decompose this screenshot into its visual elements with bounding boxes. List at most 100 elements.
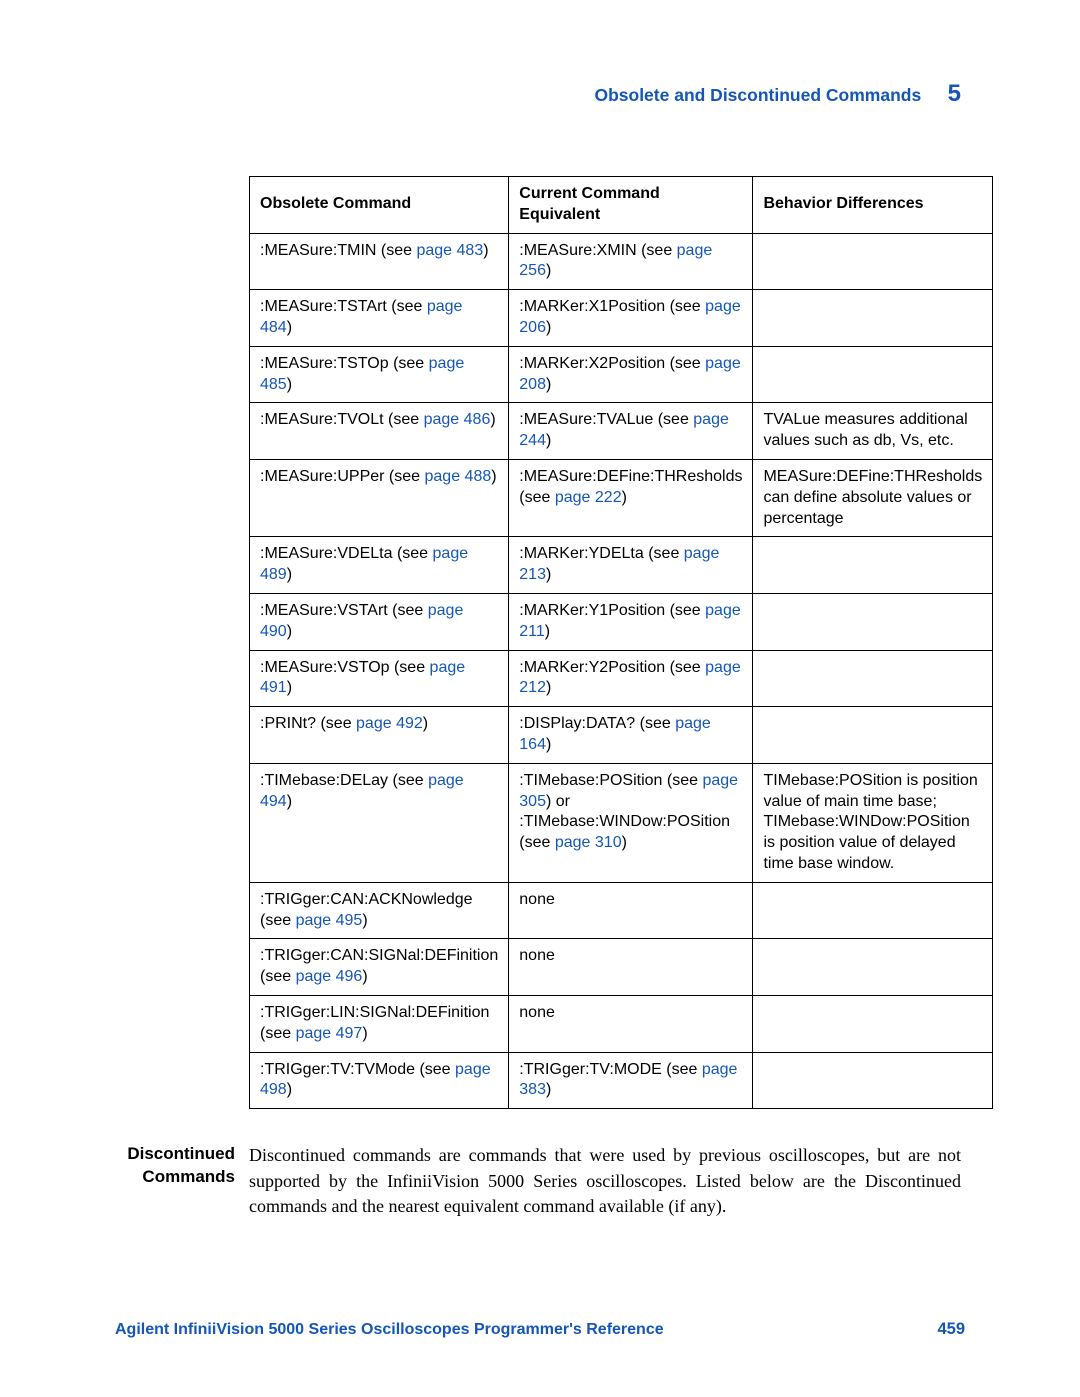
header-title: Obsolete and Discontinued Commands [594, 85, 921, 105]
page-link[interactable]: page 222 [555, 489, 622, 506]
table-row: :TRIGger:CAN:SIGNal:DEFinition (see page… [250, 939, 993, 996]
cell-text: ) [622, 489, 627, 506]
cell-text: ) [546, 566, 551, 583]
cell-text: ) [483, 242, 488, 259]
current-cell: :MEASure:DEFine:THResholds (see page 222… [509, 459, 753, 536]
current-cell: none [509, 939, 753, 996]
cell-text: :DISPlay:DATA? (see [519, 715, 675, 732]
cell-text: :TIMebase:POSition (see [519, 772, 702, 789]
obsolete-cell: :MEASure:VSTOp (see page 491) [250, 650, 509, 707]
table-row: :MEASure:VDELta (see page 489):MARKer:YD… [250, 537, 993, 594]
footer-title: Agilent InfiniiVision 5000 Series Oscill… [115, 1321, 664, 1339]
cell-text: :MEASure:VSTOp (see [260, 659, 430, 676]
cell-text: none [519, 947, 555, 964]
table-row: :MEASure:TSTArt (see page 484):MARKer:X1… [250, 290, 993, 347]
behavior-cell [753, 290, 993, 347]
behavior-cell [753, 593, 993, 650]
behavior-cell [753, 537, 993, 594]
current-cell: :MEASure:XMIN (see page 256) [509, 233, 753, 290]
cell-text: :MARKer:Y1Position (see [519, 602, 705, 619]
page-header: Obsolete and Discontinued Commands 5 [115, 80, 965, 108]
behavior-cell [753, 882, 993, 939]
cell-text: :MARKer:Y2Position (see [519, 659, 705, 676]
cell-text: ) [490, 411, 495, 428]
cell-text: none [519, 1004, 555, 1021]
behavior-cell [753, 707, 993, 764]
current-cell: none [509, 995, 753, 1052]
cell-text: ) [287, 566, 292, 583]
behavior-cell [753, 233, 993, 290]
current-cell: :MARKer:Y2Position (see page 212) [509, 650, 753, 707]
table-row: :MEASure:TVOLt (see page 486):MEASure:TV… [250, 403, 993, 460]
cell-text: ) [546, 679, 551, 696]
cell-text: :MEASure:TSTArt (see [260, 298, 427, 315]
page-link[interactable]: page 488 [425, 468, 492, 485]
obsolete-cell: :MEASure:TVOLt (see page 486) [250, 403, 509, 460]
table-container: Obsolete Command Current Command Equival… [115, 176, 965, 1109]
cell-text: :MEASure:DEFine:THResholds (see [519, 468, 742, 506]
cell-text: ) [491, 468, 496, 485]
cell-text: :PRINt? (see [260, 715, 356, 732]
obsolete-cell: :MEASure:TSTOp (see page 485) [250, 346, 509, 403]
current-cell: :TRIGger:TV:MODE (see page 383) [509, 1052, 753, 1109]
cell-text: ) [546, 319, 551, 336]
cell-text: ) [545, 623, 550, 640]
current-cell: :TIMebase:POSition (see page 305) or :TI… [509, 763, 753, 882]
table-row: :TRIGger:LIN:SIGNal:DEFinition (see page… [250, 995, 993, 1052]
cell-text: :TRIGger:TV:TVMode (see [260, 1061, 455, 1078]
obsolete-cell: :PRINt? (see page 492) [250, 707, 509, 764]
behavior-cell: TVALue measures additional values such a… [753, 403, 993, 460]
obsolete-cell: :TRIGger:TV:TVMode (see page 498) [250, 1052, 509, 1109]
section-heading-line1: Discontinued [127, 1144, 235, 1163]
current-cell: :MARKer:Y1Position (see page 211) [509, 593, 753, 650]
page-link[interactable]: page 492 [356, 715, 423, 732]
cell-text: none [519, 891, 555, 908]
current-cell: :MARKer:X2Position (see page 208) [509, 346, 753, 403]
page-link[interactable]: page 495 [296, 912, 363, 929]
cell-text: :MEASure:XMIN (see [519, 242, 676, 259]
obsolete-cell: :TIMebase:DELay (see page 494) [250, 763, 509, 882]
current-cell: :MARKer:YDELta (see page 213) [509, 537, 753, 594]
cell-text: ) [287, 623, 292, 640]
behavior-cell [753, 650, 993, 707]
section-body: Discontinued commands are commands that … [249, 1143, 965, 1220]
table-row: :PRINt? (see page 492):DISPlay:DATA? (se… [250, 707, 993, 764]
current-cell: :MARKer:X1Position (see page 206) [509, 290, 753, 347]
cell-text: ) [546, 736, 551, 753]
cell-text: ) [546, 432, 551, 449]
cell-text: ) [362, 968, 367, 985]
cell-text: :MARKer:YDELta (see [519, 545, 684, 562]
commands-table: Obsolete Command Current Command Equival… [249, 176, 993, 1109]
table-row: :MEASure:TMIN (see page 483):MEASure:XMI… [250, 233, 993, 290]
obsolete-cell: :MEASure:VDELta (see page 489) [250, 537, 509, 594]
cell-text: ) [546, 1081, 551, 1098]
table-row: :MEASure:UPPer (see page 488):MEASure:DE… [250, 459, 993, 536]
cell-text: ) [546, 262, 551, 279]
page-link[interactable]: page 497 [296, 1025, 363, 1042]
cell-text: ) [546, 376, 551, 393]
col-behavior: Behavior Differences [753, 177, 993, 234]
discontinued-section: Discontinued Commands Discontinued comma… [115, 1143, 965, 1220]
behavior-cell: MEASure:DEFine:THResholds can define abs… [753, 459, 993, 536]
page-link[interactable]: page 310 [555, 834, 622, 851]
page-footer: Agilent InfiniiVision 5000 Series Oscill… [115, 1320, 965, 1339]
page-link[interactable]: page 496 [296, 968, 363, 985]
cell-text: :MEASure:TMIN (see [260, 242, 416, 259]
page-content: Obsolete and Discontinued Commands 5 Obs… [0, 0, 1080, 1220]
cell-text: :TRIGger:LIN:SIGNal:DEFinition (see [260, 1004, 489, 1042]
current-cell: :MEASure:TVALue (see page 244) [509, 403, 753, 460]
table-row: :TRIGger:CAN:ACKNowledge (see page 495)n… [250, 882, 993, 939]
current-cell: :DISPlay:DATA? (see page 164) [509, 707, 753, 764]
behavior-cell [753, 346, 993, 403]
obsolete-cell: :TRIGger:CAN:SIGNal:DEFinition (see page… [250, 939, 509, 996]
table-row: :MEASure:VSTOp (see page 491):MARKer:Y2P… [250, 650, 993, 707]
page-link[interactable]: page 483 [416, 242, 483, 259]
cell-text: ) [622, 834, 627, 851]
table-row: :MEASure:TSTOp (see page 485):MARKer:X2P… [250, 346, 993, 403]
cell-text: ) [287, 679, 292, 696]
behavior-cell [753, 939, 993, 996]
page-link[interactable]: page 486 [424, 411, 491, 428]
chapter-number: 5 [948, 80, 961, 107]
cell-text: :TRIGger:TV:MODE (see [519, 1061, 702, 1078]
behavior-cell [753, 1052, 993, 1109]
